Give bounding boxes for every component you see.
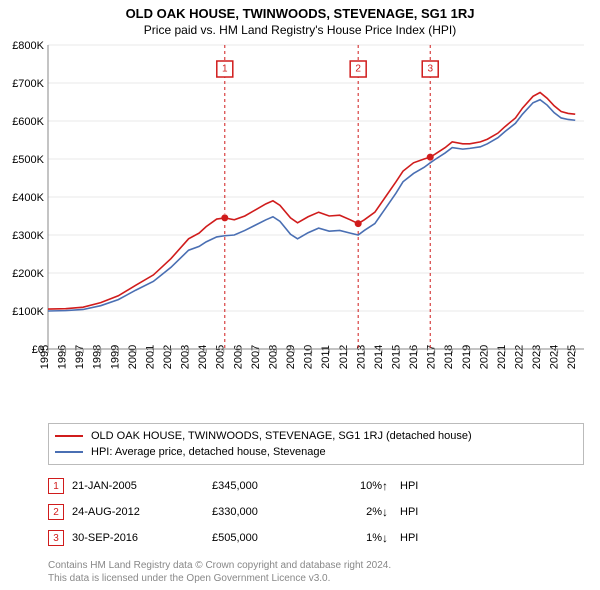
- event-suffix: HPI: [400, 480, 440, 492]
- y-tick-label: £100K: [12, 306, 44, 318]
- x-tick-label: 2015: [390, 345, 402, 369]
- x-tick-label: 2010: [303, 345, 315, 369]
- event-row: 1 21-JAN-2005£345,00010%↑HPI: [48, 473, 584, 499]
- legend-label: OLD OAK HOUSE, TWINWOODS, STEVENAGE, SG1…: [91, 428, 472, 444]
- arrow-up-icon: ↑: [382, 479, 400, 493]
- footnote: Contains HM Land Registry data © Crown c…: [48, 559, 584, 585]
- x-tick-label: 2022: [513, 345, 525, 369]
- chart-svg: £0£100K£200K£300K£400K£500K£600K£700K£80…: [0, 39, 600, 419]
- event-marker-number: 3: [427, 64, 433, 75]
- x-tick-label: 2017: [426, 345, 438, 369]
- x-tick-label: 2006: [232, 345, 244, 369]
- x-tick-label: 2025: [566, 345, 578, 369]
- x-tick-label: 1995: [39, 345, 51, 369]
- y-tick-label: £200K: [12, 268, 44, 280]
- chart-title: OLD OAK HOUSE, TWINWOODS, STEVENAGE, SG1…: [0, 6, 600, 21]
- series-property: [48, 93, 575, 310]
- x-tick-label: 2024: [549, 345, 561, 369]
- event-row: 2 24-AUG-2012£330,0002%↓HPI: [48, 499, 584, 525]
- chart-subtitle: Price paid vs. HM Land Registry's House …: [0, 23, 600, 37]
- x-tick-label: 2002: [162, 345, 174, 369]
- x-tick-label: 2009: [285, 345, 297, 369]
- x-tick-label: 2014: [373, 345, 385, 369]
- y-tick-label: £400K: [12, 192, 44, 204]
- x-tick-label: 2007: [250, 345, 262, 369]
- event-pct: 1%: [322, 532, 382, 544]
- arrow-down-icon: ↓: [382, 531, 400, 545]
- x-tick-label: 2000: [127, 345, 139, 369]
- event-marker: 3: [48, 530, 64, 546]
- x-tick-label: 1998: [92, 345, 104, 369]
- x-tick-label: 2018: [443, 345, 455, 369]
- x-tick-label: 2019: [461, 345, 473, 369]
- arrow-down-icon: ↓: [382, 505, 400, 519]
- x-tick-label: 2020: [478, 345, 490, 369]
- x-tick-label: 2004: [197, 345, 209, 369]
- x-tick-label: 2003: [180, 345, 192, 369]
- legend-swatch: [55, 435, 83, 437]
- x-tick-label: 2012: [338, 345, 350, 369]
- footnote-line1: Contains HM Land Registry data © Crown c…: [48, 559, 584, 572]
- footnote-line2: This data is licensed under the Open Gov…: [48, 572, 584, 585]
- x-tick-label: 2005: [215, 345, 227, 369]
- legend-item: OLD OAK HOUSE, TWINWOODS, STEVENAGE, SG1…: [55, 428, 577, 444]
- event-marker: 2: [48, 504, 64, 520]
- x-tick-label: 2016: [408, 345, 420, 369]
- event-date: 21-JAN-2005: [72, 480, 212, 492]
- y-tick-label: £500K: [12, 154, 44, 166]
- x-tick-label: 1996: [57, 345, 69, 369]
- x-tick-label: 2021: [496, 345, 508, 369]
- event-price: £345,000: [212, 480, 322, 492]
- event-pct: 2%: [322, 506, 382, 518]
- event-date: 24-AUG-2012: [72, 506, 212, 518]
- y-tick-label: £600K: [12, 116, 44, 128]
- legend-item: HPI: Average price, detached house, Stev…: [55, 444, 577, 460]
- legend-swatch: [55, 451, 83, 453]
- event-price: £505,000: [212, 532, 322, 544]
- event-marker-number: 2: [355, 64, 361, 75]
- event-marker: 1: [48, 478, 64, 494]
- event-date: 30-SEP-2016: [72, 532, 212, 544]
- event-row: 3 30-SEP-2016£505,0001%↓HPI: [48, 525, 584, 551]
- event-marker-number: 1: [222, 64, 228, 75]
- x-tick-label: 2008: [267, 345, 279, 369]
- event-suffix: HPI: [400, 506, 440, 518]
- x-tick-label: 2023: [531, 345, 543, 369]
- y-tick-label: £300K: [12, 230, 44, 242]
- x-tick-label: 2013: [355, 345, 367, 369]
- event-price: £330,000: [212, 506, 322, 518]
- series-hpi: [48, 100, 575, 311]
- x-tick-label: 1999: [109, 345, 121, 369]
- legend-label: HPI: Average price, detached house, Stev…: [91, 444, 326, 460]
- chart-area: £0£100K£200K£300K£400K£500K£600K£700K£80…: [0, 39, 600, 419]
- event-suffix: HPI: [400, 532, 440, 544]
- y-tick-label: £700K: [12, 78, 44, 90]
- x-tick-label: 1997: [74, 345, 86, 369]
- legend: OLD OAK HOUSE, TWINWOODS, STEVENAGE, SG1…: [48, 423, 584, 465]
- events-table: 121-JAN-2005£345,00010%↑HPI224-AUG-2012£…: [48, 473, 584, 551]
- event-pct: 10%: [322, 480, 382, 492]
- x-tick-label: 2001: [144, 345, 156, 369]
- y-tick-label: £800K: [12, 40, 44, 52]
